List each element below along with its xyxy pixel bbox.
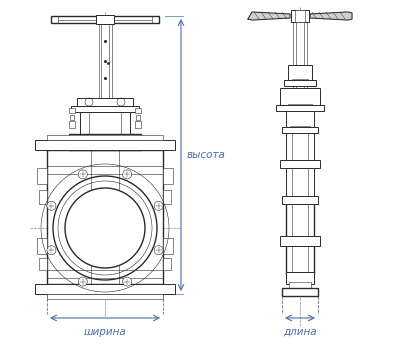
Bar — [295, 10, 305, 22]
Bar — [47, 150, 163, 284]
Bar — [163, 190, 171, 204]
Bar — [284, 80, 316, 86]
Bar — [286, 110, 314, 128]
Polygon shape — [248, 12, 290, 20]
Bar — [286, 200, 314, 238]
Bar — [98, 23, 112, 98]
Bar — [163, 258, 171, 270]
Bar — [58, 16, 152, 23]
Circle shape — [78, 170, 87, 179]
Bar — [286, 133, 314, 161]
Circle shape — [47, 201, 56, 210]
Bar — [77, 98, 133, 106]
Bar — [51, 16, 159, 23]
Bar — [282, 196, 318, 204]
Bar — [163, 168, 173, 184]
Bar — [71, 106, 139, 112]
Bar — [47, 294, 163, 299]
Bar — [47, 135, 163, 140]
Bar — [80, 112, 130, 134]
Bar — [286, 238, 314, 274]
Bar — [70, 115, 74, 120]
Bar — [280, 236, 320, 246]
Bar — [163, 238, 173, 254]
Bar — [39, 258, 47, 270]
Bar — [292, 79, 308, 83]
Bar — [35, 140, 175, 150]
Bar — [282, 127, 318, 133]
Text: высота: высота — [187, 150, 226, 160]
Circle shape — [65, 188, 145, 268]
Bar — [289, 282, 311, 290]
Bar — [280, 160, 320, 168]
Bar — [135, 121, 141, 128]
Bar — [288, 166, 312, 172]
Bar — [288, 104, 312, 108]
Bar — [276, 105, 324, 111]
Bar — [290, 126, 310, 130]
Text: ширина: ширина — [84, 327, 126, 337]
Bar — [288, 202, 312, 208]
Bar — [280, 88, 320, 106]
Circle shape — [154, 201, 163, 210]
Bar — [35, 284, 175, 294]
Bar — [291, 10, 309, 22]
Bar — [37, 238, 47, 254]
Bar — [282, 288, 318, 296]
Bar — [69, 108, 75, 113]
Circle shape — [123, 277, 132, 286]
Bar — [288, 65, 312, 81]
Text: длина: длина — [283, 327, 317, 337]
Bar — [69, 134, 141, 150]
Circle shape — [123, 170, 132, 179]
Bar — [286, 272, 314, 284]
Bar — [288, 244, 312, 252]
Bar — [69, 121, 75, 128]
Polygon shape — [310, 12, 352, 20]
Bar — [286, 168, 314, 198]
Circle shape — [154, 246, 163, 255]
Bar — [135, 108, 141, 113]
Bar — [96, 15, 114, 24]
Bar — [293, 22, 307, 101]
Bar — [37, 168, 47, 184]
Bar — [39, 190, 47, 204]
Bar — [136, 115, 140, 120]
Circle shape — [78, 277, 87, 286]
Circle shape — [47, 246, 56, 255]
